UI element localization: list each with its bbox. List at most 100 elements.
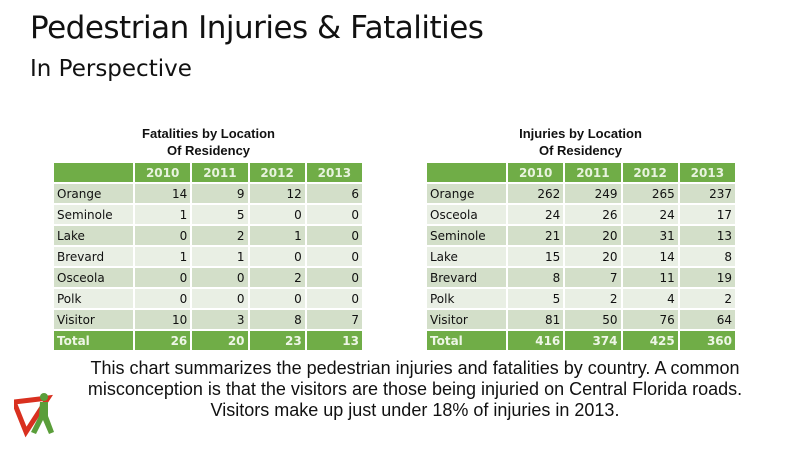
cell-value: 8 — [679, 247, 735, 266]
cell-value: 64 — [679, 310, 735, 329]
cell-value: 2 — [679, 289, 735, 308]
cell-value: 8 — [249, 310, 305, 329]
total-value: 26 — [135, 331, 191, 350]
cell-value: 17 — [679, 205, 735, 224]
cell-value: 5 — [508, 289, 564, 308]
cell-value: 265 — [622, 184, 678, 203]
header-row: 2010 2011 2012 2013 — [427, 163, 735, 182]
cell-value: 0 — [135, 226, 191, 245]
cell-value: 11 — [622, 268, 678, 287]
cell-value: 20 — [565, 247, 621, 266]
table-row: Lake 15 20 14 8 — [427, 247, 735, 266]
total-value: 23 — [249, 331, 305, 350]
cell-value: 15 — [508, 247, 564, 266]
column-header: 2010 — [508, 163, 564, 182]
cell-value: 14 — [135, 184, 191, 203]
cell-value: 0 — [192, 268, 248, 287]
table-row: Osceola 24 26 24 17 — [427, 205, 735, 224]
column-header: 2011 — [192, 163, 248, 182]
table-row: Brevard 1 1 0 0 — [54, 247, 362, 266]
fatalities-caption: Fatalities by Location Of Residency — [55, 125, 362, 159]
table-row: Lake 0 2 1 0 — [54, 226, 362, 245]
table-row: Orange 14 9 12 6 — [54, 184, 362, 203]
cell-value: 24 — [622, 205, 678, 224]
cell-value: 81 — [508, 310, 564, 329]
total-value: 360 — [679, 331, 735, 350]
cell-value: 0 — [306, 205, 362, 224]
row-label: Brevard — [427, 268, 507, 287]
table-row: Polk 0 0 0 0 — [54, 289, 362, 308]
row-label: Orange — [427, 184, 507, 203]
table-row: Brevard 8 7 11 19 — [427, 268, 735, 287]
cell-value: 237 — [679, 184, 735, 203]
row-label: Seminole — [54, 205, 134, 224]
cell-value: 0 — [306, 226, 362, 245]
column-header: 2013 — [306, 163, 362, 182]
cell-value: 1 — [135, 205, 191, 224]
row-label: Visitor — [427, 310, 507, 329]
total-value: 374 — [565, 331, 621, 350]
header-row: 2010 2011 2012 2013 — [54, 163, 362, 182]
cell-value: 10 — [135, 310, 191, 329]
cell-value: 21 — [508, 226, 564, 245]
table-row: Visitor 10 3 8 7 — [54, 310, 362, 329]
cell-value: 1 — [192, 247, 248, 266]
total-label: Total — [427, 331, 507, 350]
total-value: 13 — [306, 331, 362, 350]
cell-value: 8 — [508, 268, 564, 287]
column-header: 2012 — [249, 163, 305, 182]
cell-value: 7 — [565, 268, 621, 287]
total-value: 416 — [508, 331, 564, 350]
caption-line: Of Residency — [538, 143, 623, 158]
table-row: Osceola 0 0 2 0 — [54, 268, 362, 287]
row-label: Polk — [54, 289, 134, 308]
cell-value: 19 — [679, 268, 735, 287]
cell-value: 2 — [192, 226, 248, 245]
total-row: Total 26 20 23 13 — [54, 331, 362, 350]
row-label: Orange — [54, 184, 134, 203]
cell-value: 26 — [565, 205, 621, 224]
row-label: Lake — [427, 247, 507, 266]
cell-value: 13 — [679, 226, 735, 245]
cell-value: 2 — [249, 268, 305, 287]
cell-value: 76 — [622, 310, 678, 329]
column-header: 2013 — [679, 163, 735, 182]
cell-value: 0 — [306, 268, 362, 287]
cell-value: 0 — [249, 205, 305, 224]
cell-value: 3 — [192, 310, 248, 329]
cell-value: 262 — [508, 184, 564, 203]
column-header — [427, 163, 507, 182]
column-header: 2012 — [622, 163, 678, 182]
row-label: Osceola — [54, 268, 134, 287]
row-label: Seminole — [427, 226, 507, 245]
column-header: 2010 — [135, 163, 191, 182]
cell-value: 4 — [622, 289, 678, 308]
cell-value: 1 — [135, 247, 191, 266]
cell-value: 0 — [249, 247, 305, 266]
column-header — [54, 163, 134, 182]
cell-value: 249 — [565, 184, 621, 203]
pedestrian-logo-icon — [14, 393, 54, 438]
table-row: Orange 262 249 265 237 — [427, 184, 735, 203]
page-subtitle: In Perspective — [30, 56, 192, 82]
cell-value: 0 — [306, 247, 362, 266]
cell-value: 50 — [565, 310, 621, 329]
row-label: Osceola — [427, 205, 507, 224]
cell-value: 14 — [622, 247, 678, 266]
cell-value: 0 — [306, 289, 362, 308]
row-label: Brevard — [54, 247, 134, 266]
cell-value: 9 — [192, 184, 248, 203]
table-row: Seminole 1 5 0 0 — [54, 205, 362, 224]
cell-value: 1 — [249, 226, 305, 245]
cell-value: 0 — [135, 289, 191, 308]
cell-value: 0 — [192, 289, 248, 308]
total-value: 20 — [192, 331, 248, 350]
caption-line: Fatalities by Location — [142, 126, 275, 141]
row-label: Polk — [427, 289, 507, 308]
caption-line: Injuries by Location — [519, 126, 642, 141]
summary-note: This chart summarizes the pedestrian inj… — [40, 358, 790, 421]
total-value: 425 — [622, 331, 678, 350]
cell-value: 0 — [249, 289, 305, 308]
column-header: 2011 — [565, 163, 621, 182]
total-row: Total 416 374 425 360 — [427, 331, 735, 350]
